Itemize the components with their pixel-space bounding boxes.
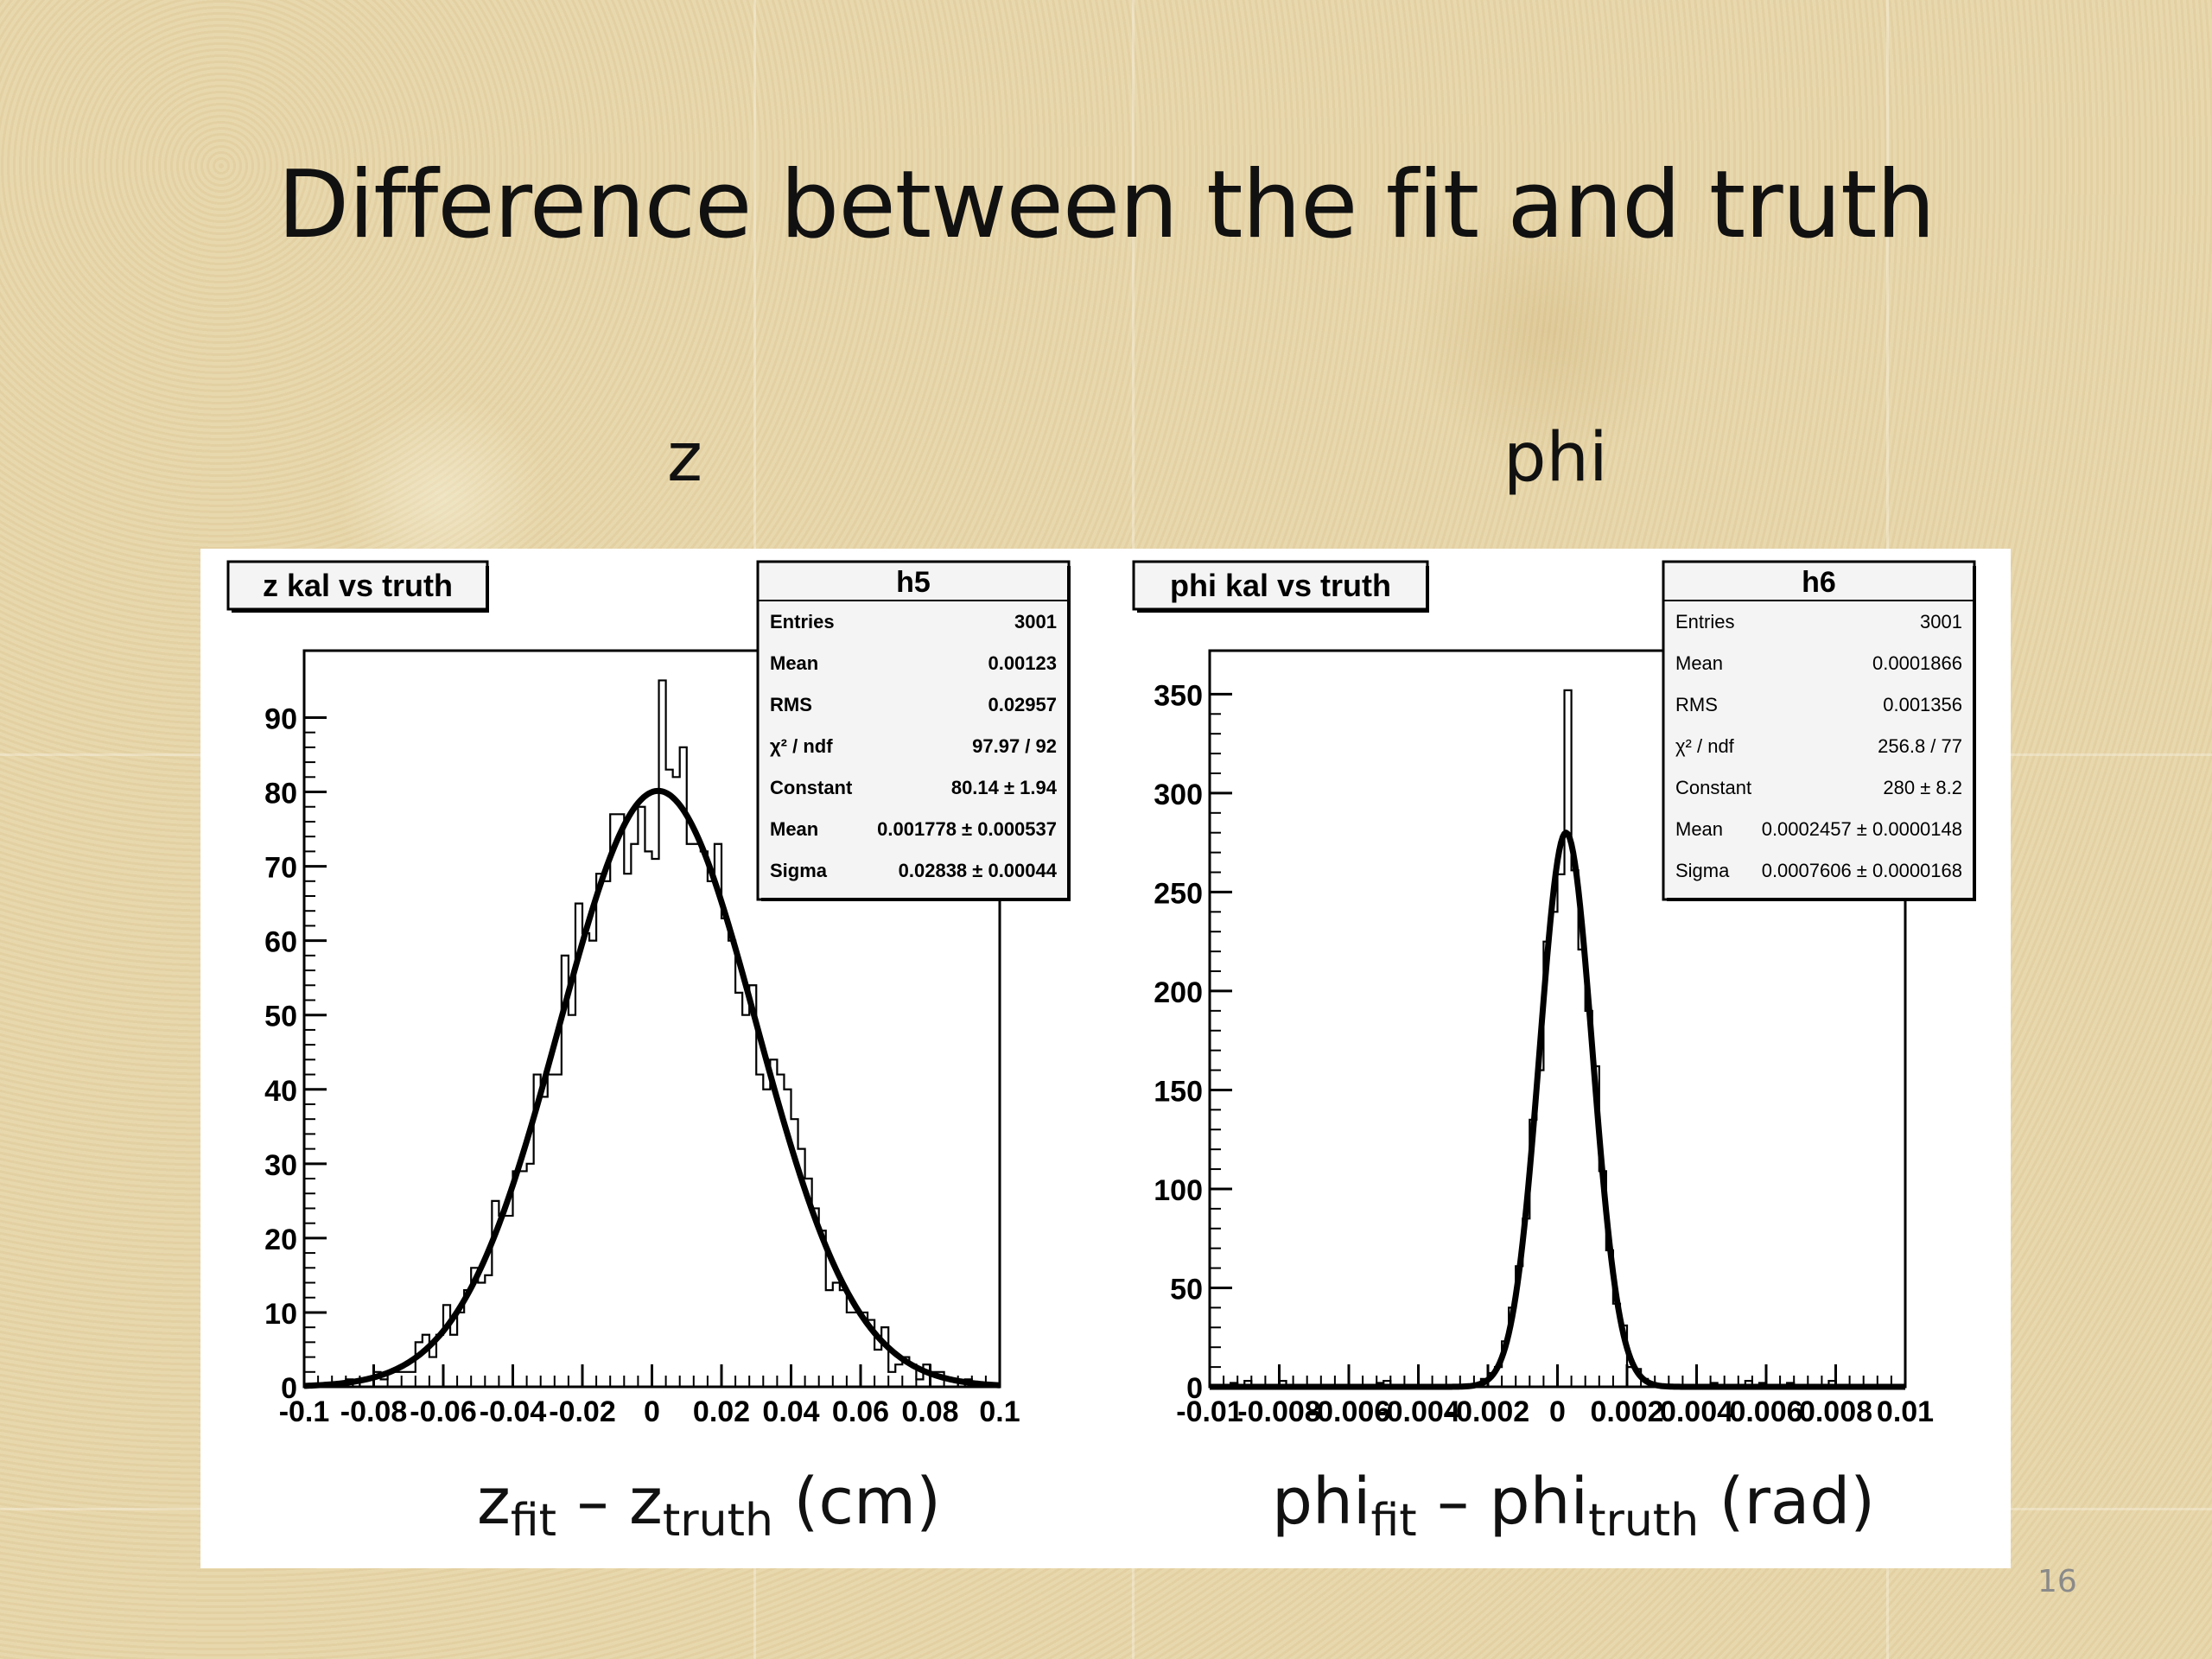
x-tick-label: 0 [644, 1395, 660, 1428]
x-tick-label: -0.08 [340, 1395, 408, 1428]
stats-row-label: Sigma [770, 860, 828, 881]
y-tick-label: 200 [1154, 976, 1203, 1009]
x-tick-label: -0.01 [1176, 1395, 1243, 1428]
x-tick-label: -0.004 [1376, 1395, 1459, 1428]
x-tick-label: 0.08 [901, 1395, 958, 1428]
x-label-main: phi [1272, 1465, 1371, 1539]
x-tick-label: 0.1 [979, 1395, 1020, 1428]
stats-row-label: Mean [770, 652, 818, 674]
y-tick-label: 70 [264, 852, 297, 885]
x-tick-label: 0.004 [1660, 1395, 1733, 1428]
y-tick-label: 0 [281, 1372, 297, 1405]
y-tick-label: 10 [264, 1298, 297, 1331]
histogram-plot-phi: 050100150200250300350-0.01-0.008-0.006-0… [1132, 560, 1976, 1428]
x-tick-label: 0.01 [1877, 1395, 1934, 1428]
y-tick-label: 20 [264, 1224, 297, 1256]
stats-row-value: 3001 [1014, 611, 1057, 632]
y-tick-label: 30 [264, 1149, 297, 1182]
x-label-sub: fit [1370, 1495, 1417, 1547]
x-tick-label: -0.02 [549, 1395, 616, 1428]
y-tick-label: 90 [264, 702, 297, 735]
x-tick-label: -0.04 [480, 1395, 547, 1428]
page-number: 16 [2037, 1564, 2077, 1599]
stats-row-value: 0.001356 [1883, 694, 1962, 715]
x-label-sub: fit [510, 1495, 556, 1547]
stats-row-label: Sigma [1675, 860, 1730, 881]
gaussian-fit-curve [1208, 830, 1907, 1390]
x-tick-label: 0.02 [693, 1395, 750, 1428]
x-label-unit: (cm) [772, 1465, 942, 1539]
stats-box-name: h6 [1802, 566, 1836, 599]
histogram-title: phi kal vs truth [1170, 568, 1391, 603]
stats-row-label: Entries [1675, 611, 1734, 632]
y-tick-label: 150 [1154, 1075, 1203, 1108]
stats-row-value: 80.14 ± 1.94 [951, 777, 1058, 798]
slide-title: Difference between the fit and truth [277, 151, 1936, 259]
panel-label-z: z [667, 419, 702, 497]
x-label-mid: – z [556, 1465, 663, 1539]
stats-box-name: h5 [896, 566, 931, 599]
stats-row-label: Constant [770, 777, 853, 798]
y-tick-label: 100 [1154, 1174, 1203, 1207]
stats-row-label: Mean [770, 818, 818, 840]
stats-row-value: 0.02838 ± 0.00044 [899, 860, 1058, 881]
stats-row-label: RMS [1675, 694, 1718, 715]
x-tick-label: 0.006 [1729, 1395, 1802, 1428]
x-tick-label: 0.04 [762, 1395, 819, 1428]
y-tick-label: 60 [264, 926, 297, 959]
x-tick-label: -0.006 [1307, 1395, 1390, 1428]
x-label-unit: (rad) [1699, 1465, 1876, 1539]
stats-row-label: RMS [770, 694, 812, 715]
stats-row-value: 0.001778 ± 0.000537 [877, 818, 1057, 840]
x-label-sub: truth [662, 1495, 773, 1547]
stats-row-label: Entries [770, 611, 835, 632]
y-tick-label: 50 [1170, 1273, 1203, 1306]
stats-row-value: 256.8 / 77 [1878, 735, 1962, 757]
histogram-title: z kal vs truth [263, 568, 453, 603]
x-axis-label-phi: phifit – phitruth (rad) [1272, 1465, 1875, 1547]
stats-row-value: 280 ± 8.2 [1883, 777, 1962, 798]
x-axis-label-z: zfit – ztruth (cm) [477, 1465, 941, 1547]
y-tick-label: 80 [264, 778, 297, 810]
stats-row-value: 0.0007606 ± 0.0000168 [1762, 860, 1962, 881]
stats-box-frame [1662, 560, 1976, 901]
x-tick-label: -0.06 [410, 1395, 477, 1428]
stats-row-label: Mean [1675, 818, 1723, 840]
stats-row-label: Mean [1675, 652, 1723, 674]
histogram-plot-z: 0 10 20 30 40 50 60 70 80 90 -0.1 -0.08 -0.06 -0.04 -0… [226, 560, 1071, 1428]
y-tick-label: 250 [1154, 877, 1203, 910]
stats-row-label: χ² / ndf [1675, 735, 1735, 757]
x-tick-label: 0.002 [1590, 1395, 1663, 1428]
stats-box-frame [756, 560, 1071, 901]
stats-row-value: 0.0001866 [1872, 652, 1962, 674]
x-tick-label: -0.008 [1237, 1395, 1320, 1428]
x-label-sub: truth [1588, 1495, 1700, 1547]
x-label-mid: – phi [1416, 1465, 1589, 1539]
stats-row-value: 0.0002457 ± 0.0000148 [1762, 818, 1962, 840]
y-tick-label: 300 [1154, 779, 1203, 811]
y-tick-label: 350 [1154, 679, 1203, 712]
y-tick-label: 40 [264, 1075, 297, 1108]
x-tick-label: -0.1 [279, 1395, 330, 1428]
stats-row-value: 0.02957 [988, 694, 1057, 715]
stats-row-label: χ² / ndf [770, 735, 833, 757]
gaussian-fit-curve [302, 787, 1001, 1389]
histogram-title-box: phi kal vs truth [1132, 560, 1429, 613]
x-label-main: z [477, 1465, 511, 1539]
x-tick-label: 0.06 [832, 1395, 889, 1428]
stats-row-value: 97.97 / 92 [972, 735, 1057, 757]
stats-row-value: 0.00123 [988, 652, 1057, 674]
stats-row-value: 3001 [1920, 611, 1962, 632]
x-tick-label: 0.008 [1799, 1395, 1872, 1428]
histogram-title-box: z kal vs truth [226, 560, 489, 613]
y-tick-label: 50 [264, 1001, 297, 1033]
x-tick-label: 0 [1549, 1395, 1566, 1428]
panel-label-phi: phi [1503, 419, 1608, 497]
x-tick-label: -0.002 [1446, 1395, 1529, 1428]
y-tick-label: 0 [1186, 1372, 1203, 1405]
stats-row-label: Constant [1675, 777, 1751, 798]
